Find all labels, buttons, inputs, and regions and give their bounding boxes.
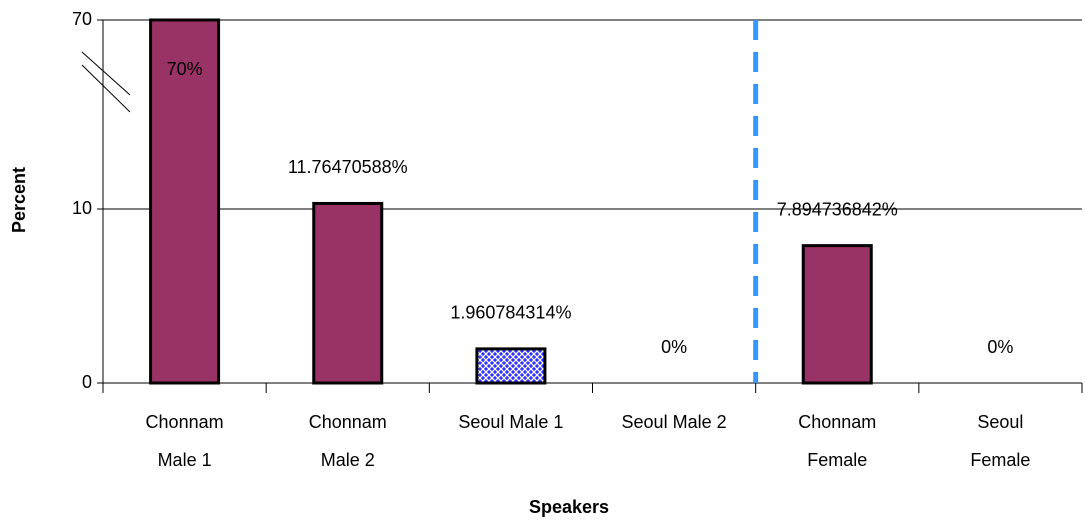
value-label: 1.960784314% (450, 303, 571, 323)
bar (801, 244, 873, 385)
x-tick-label: Chonnam Male 1 (145, 412, 224, 470)
value-label: 7.894736842% (777, 199, 898, 219)
x-tick-label: Chonnam Female (798, 412, 877, 470)
y-axis-title: Percent (9, 167, 29, 233)
x-tick-label: Seoul Male 1 (458, 412, 564, 432)
x-tick-label: Seoul Female (970, 412, 1031, 470)
value-label: 0% (987, 337, 1013, 357)
x-tick-label: Seoul Male 2 (621, 412, 727, 432)
x-tick-label: Chonnam Male 2 (308, 412, 387, 470)
value-label: 11.76470588% (288, 157, 408, 177)
y-tick-label: 0 (82, 372, 92, 392)
x-axis-title: Speakers (529, 497, 609, 517)
value-label: 0% (661, 337, 687, 357)
axis-break (81, 51, 131, 113)
bar (475, 347, 547, 385)
y-tick-label: 10 (72, 198, 92, 218)
bar (149, 18, 221, 385)
bar (312, 201, 384, 385)
y-tick-label: 70 (72, 9, 92, 29)
value-label: 70% (167, 59, 203, 79)
